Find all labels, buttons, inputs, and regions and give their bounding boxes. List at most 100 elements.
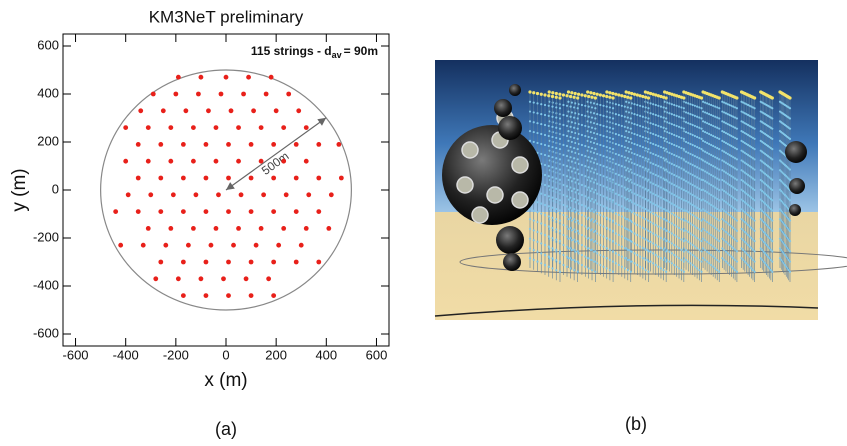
module (684, 199, 688, 203)
module (587, 105, 590, 108)
module (696, 216, 699, 219)
module (644, 167, 647, 170)
module (693, 215, 697, 218)
module (629, 158, 632, 161)
point (326, 226, 332, 231)
module (763, 172, 767, 175)
module (751, 187, 755, 190)
module (652, 132, 655, 136)
module (547, 225, 550, 228)
buoy (554, 91, 558, 96)
module (691, 123, 694, 127)
point (203, 293, 209, 298)
module (700, 250, 703, 253)
module (590, 116, 594, 119)
module (714, 105, 717, 108)
module (569, 236, 572, 240)
module (696, 186, 699, 189)
module (602, 215, 605, 218)
point (125, 192, 131, 198)
module (596, 192, 599, 195)
point (281, 226, 287, 231)
module (728, 173, 731, 177)
module (577, 222, 580, 225)
module (677, 226, 681, 230)
module (592, 171, 596, 174)
module (567, 178, 570, 182)
module (592, 161, 596, 164)
module (659, 115, 663, 118)
module (675, 255, 678, 258)
module (576, 250, 579, 253)
module (716, 157, 719, 160)
module (726, 182, 729, 185)
module (617, 133, 620, 137)
point (271, 293, 277, 298)
module (712, 144, 715, 148)
module (750, 247, 753, 250)
module (733, 258, 737, 262)
module (647, 270, 650, 273)
module (706, 161, 709, 164)
module (649, 191, 652, 194)
module (746, 173, 750, 177)
module (782, 212, 785, 215)
module (567, 237, 570, 240)
module (620, 165, 623, 168)
module (644, 187, 647, 190)
module (623, 166, 626, 169)
module (605, 267, 608, 270)
point (236, 226, 241, 231)
module (540, 122, 543, 126)
module (543, 153, 547, 157)
module (547, 144, 550, 148)
module (682, 137, 685, 140)
module (786, 216, 789, 219)
module (638, 185, 642, 188)
module (528, 110, 532, 113)
module (558, 219, 562, 222)
module (627, 121, 631, 124)
module (743, 201, 746, 204)
module (630, 171, 633, 174)
module (746, 183, 750, 187)
point (316, 142, 322, 147)
module (540, 232, 543, 235)
module (721, 227, 724, 230)
module (682, 148, 685, 151)
module (633, 142, 636, 146)
module (703, 121, 707, 124)
module (626, 106, 629, 109)
module (721, 130, 724, 133)
module (590, 268, 594, 272)
module (611, 229, 615, 232)
module (626, 228, 629, 231)
module (708, 232, 711, 235)
module (751, 136, 755, 140)
module (636, 173, 639, 177)
module (732, 206, 735, 209)
boundary-circle (100, 69, 352, 311)
module (714, 216, 717, 219)
module (627, 111, 631, 114)
module (766, 185, 770, 188)
module (769, 187, 772, 190)
module (753, 229, 756, 232)
module (780, 258, 783, 262)
module (698, 106, 701, 109)
module (726, 262, 729, 265)
module (751, 167, 755, 170)
module (693, 165, 697, 168)
module (662, 207, 665, 211)
module (740, 110, 743, 113)
module (580, 253, 584, 257)
module (668, 171, 671, 174)
module (573, 228, 576, 231)
module (540, 242, 543, 245)
module (724, 151, 728, 154)
pmt (461, 141, 479, 159)
module (693, 154, 697, 158)
module (562, 143, 565, 147)
module (735, 137, 739, 140)
module (623, 257, 626, 260)
